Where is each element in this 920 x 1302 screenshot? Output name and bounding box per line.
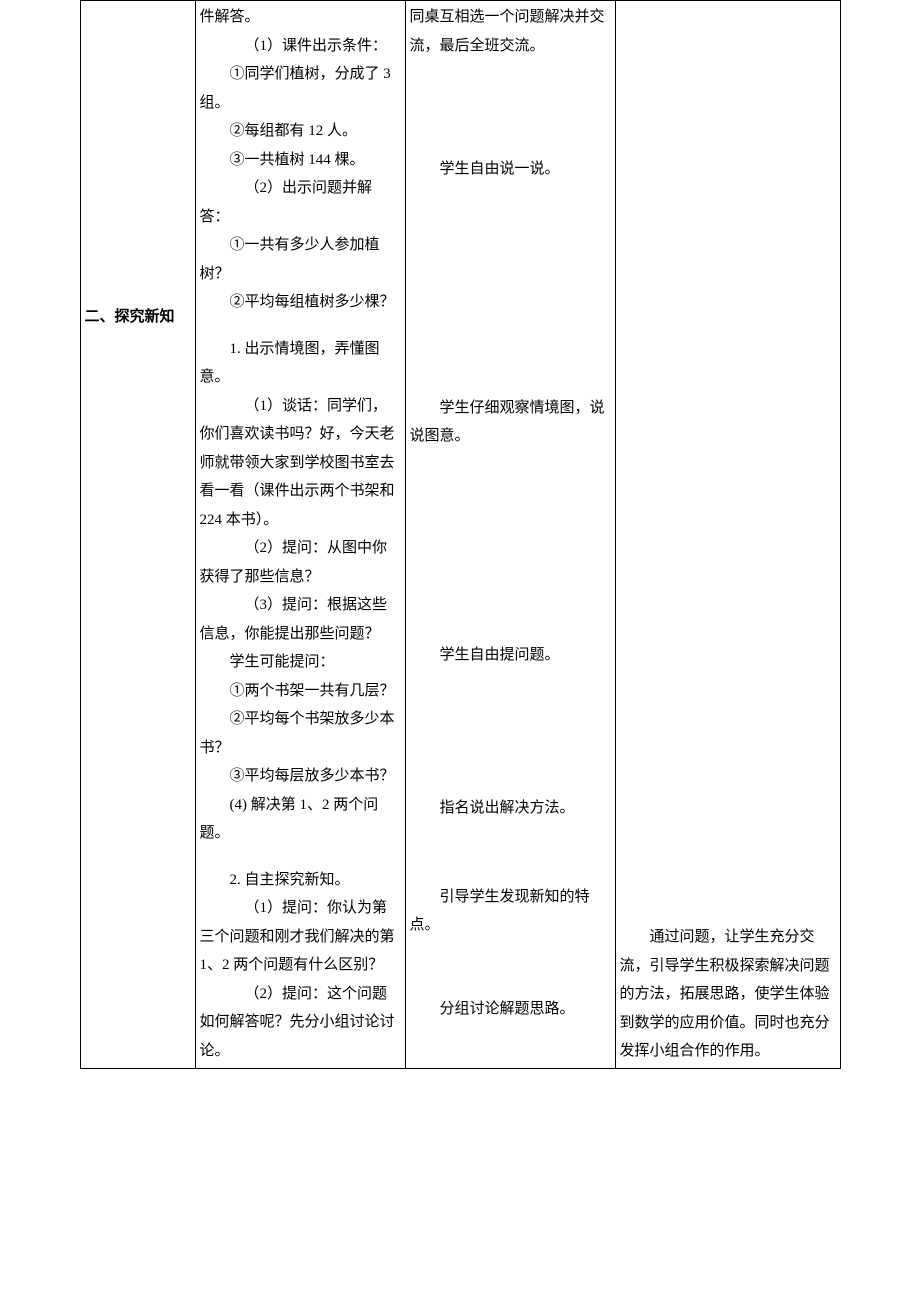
teacher-activity-cell: 件解答。 （1）课件出示条件： ①同学们植树，分成了 3 组。 ②每组都有 12…	[195, 1, 405, 1069]
text-line: （1）提问：你认为第三个问题和刚才我们解决的第 1、2 两个问题有什么区别？	[200, 894, 401, 980]
text-line: ②平均每组植树多少棵？	[200, 288, 401, 317]
design-intent-cell: 通过问题，让学生充分交流，引导学生积极探索解决问题的方法，拓展思路，使学生体验到…	[615, 1, 840, 1069]
text-line: （1）谈话：同学们，你们喜欢读书吗？好，今天老师就带领大家到学校图书室去看一看（…	[200, 392, 401, 535]
student-activity-cell: 同桌互相选一个问题解决并交流，最后全班交流。 学生自由说一说。 学生仔细观察情境…	[405, 1, 615, 1069]
text-line: ①一共有多少人参加植树？	[200, 231, 401, 288]
stage-heading: 二、探究新知	[85, 3, 191, 332]
text-line: 通过问题，让学生充分交流，引导学生积极探索解决问题的方法，拓展思路，使学生体验到…	[620, 923, 836, 1066]
text-line: 学生可能提问：	[200, 648, 401, 677]
text-line: （1）课件出示条件：	[200, 32, 401, 61]
text-line: 1. 出示情境图，弄懂图意。	[200, 335, 401, 392]
text-line: ③平均每层放多少本书？	[200, 762, 401, 791]
text-line: （2）提问：这个问题如何解答呢？先分小组讨论讨论。	[200, 980, 401, 1066]
text-line: ①同学们植树，分成了 3 组。	[200, 60, 401, 117]
text-line: 分组讨论解题思路。	[410, 995, 611, 1024]
text-line: ②平均每个书架放多少本书？	[200, 705, 401, 762]
text-line: 2. 自主探究新知。	[200, 866, 401, 895]
lesson-plan-table: 二、探究新知 件解答。 （1）课件出示条件： ①同学们植树，分成了 3 组。 ②…	[80, 0, 841, 1069]
text-line: （2）提问：从图中你获得了那些信息？	[200, 534, 401, 591]
text-line: 学生仔细观察情境图，说说图意。	[410, 394, 611, 451]
text-line: (4) 解决第 1、2 两个问题。	[200, 791, 401, 848]
text-line: ①两个书架一共有几层？	[200, 677, 401, 706]
text-line: 指名说出解决方法。	[410, 794, 611, 823]
text-line: 引导学生发现新知的特点。	[410, 883, 611, 940]
text-line: （2）出示问题并解答：	[200, 174, 401, 231]
text-line: 学生自由说一说。	[410, 155, 611, 184]
text-line: 件解答。	[200, 3, 401, 32]
text-line: （3）提问：根据这些信息，你能提出那些问题？	[200, 591, 401, 648]
text-line: 学生自由提问题。	[410, 641, 611, 670]
text-line: ③一共植树 144 棵。	[200, 146, 401, 175]
stage-cell: 二、探究新知	[80, 1, 195, 1069]
text-line: ②每组都有 12 人。	[200, 117, 401, 146]
text-line: 同桌互相选一个问题解决并交流，最后全班交流。	[410, 3, 611, 60]
